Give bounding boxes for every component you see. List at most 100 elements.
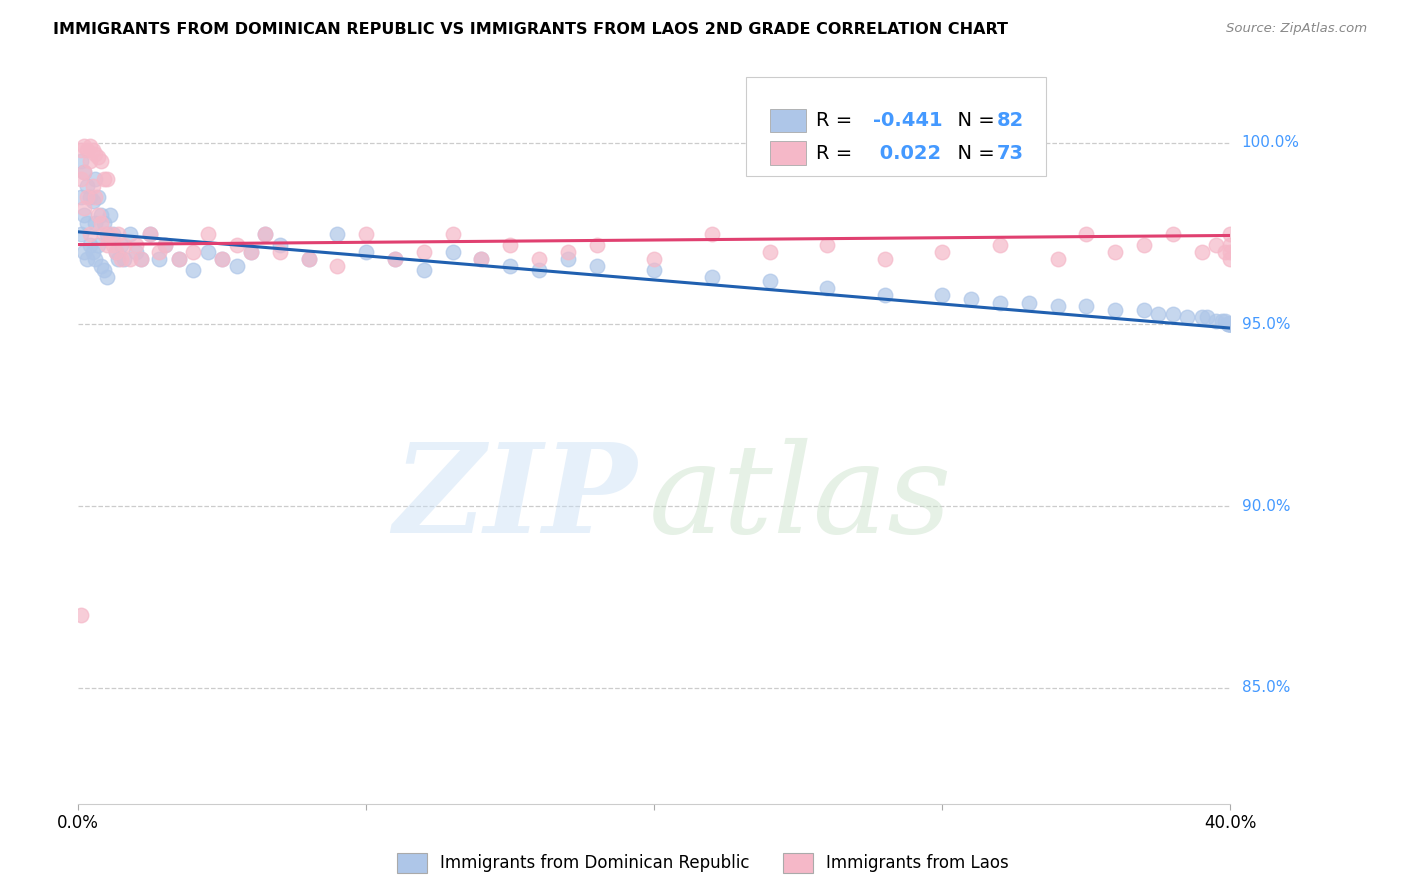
Text: -0.441: -0.441 [873, 111, 943, 130]
Point [1219, 252, 1241, 266]
Point [1219, 244, 1241, 259]
Point [118, 252, 141, 266]
Point [197, 244, 219, 259]
Point [1219, 318, 1241, 332]
Point [84, 146, 107, 161]
Point [96, 270, 118, 285]
Point [70, 190, 93, 204]
Point [254, 227, 277, 241]
Point [758, 244, 780, 259]
Point [76, 216, 98, 230]
Point [197, 227, 219, 241]
Point [96, 227, 118, 241]
Point [104, 244, 127, 259]
Point [183, 263, 205, 277]
Point [1147, 307, 1170, 321]
Point [585, 260, 607, 274]
Point [73, 165, 96, 179]
Point [384, 252, 406, 266]
Point [125, 244, 148, 259]
Point [297, 252, 319, 266]
Point [254, 227, 277, 241]
Point [499, 260, 522, 274]
Point [70, 608, 93, 623]
Point [76, 143, 98, 157]
Point [643, 252, 665, 266]
Point [107, 227, 129, 241]
Point [90, 209, 112, 223]
Point [118, 227, 141, 241]
Point [1211, 314, 1233, 328]
Point [1219, 318, 1241, 332]
Point [412, 244, 434, 259]
Point [98, 209, 121, 223]
Point [1076, 299, 1098, 313]
Point [84, 190, 107, 204]
Text: 90.0%: 90.0% [1241, 499, 1291, 514]
Point [87, 150, 110, 164]
Point [1216, 318, 1239, 332]
Point [87, 237, 110, 252]
Point [499, 237, 522, 252]
Point [70, 227, 93, 241]
Point [700, 227, 723, 241]
Point [1046, 299, 1069, 313]
Text: 73: 73 [997, 144, 1024, 162]
Point [101, 227, 124, 241]
Point [125, 237, 148, 252]
Point [79, 237, 101, 252]
Point [326, 227, 349, 241]
Point [110, 237, 132, 252]
Point [441, 244, 464, 259]
Point [112, 237, 135, 252]
Point [1213, 244, 1236, 259]
Point [167, 252, 190, 266]
Point [84, 172, 107, 186]
Point [79, 190, 101, 204]
Point [139, 227, 162, 241]
Point [758, 274, 780, 288]
Point [1076, 227, 1098, 241]
Point [153, 237, 176, 252]
Point [1104, 302, 1126, 317]
FancyBboxPatch shape [769, 109, 807, 132]
Point [354, 244, 377, 259]
Point [326, 260, 349, 274]
Point [73, 165, 96, 179]
Point [76, 190, 98, 204]
Point [297, 252, 319, 266]
Point [101, 237, 124, 252]
Point [269, 244, 291, 259]
Point [96, 172, 118, 186]
Point [153, 237, 176, 252]
Text: atlas: atlas [648, 438, 952, 559]
Point [76, 179, 98, 194]
Text: 85.0%: 85.0% [1241, 681, 1289, 695]
Point [1133, 237, 1156, 252]
Point [82, 143, 104, 157]
Point [93, 216, 115, 230]
Point [211, 252, 233, 266]
Text: IMMIGRANTS FROM DOMINICAN REPUBLIC VS IMMIGRANTS FROM LAOS 2ND GRADE CORRELATION: IMMIGRANTS FROM DOMINICAN REPUBLIC VS IM… [53, 22, 1008, 37]
Point [73, 244, 96, 259]
Point [585, 237, 607, 252]
Point [470, 252, 492, 266]
Point [815, 237, 838, 252]
Point [1133, 302, 1156, 317]
Point [643, 263, 665, 277]
Point [211, 252, 233, 266]
Point [84, 252, 107, 266]
Point [87, 209, 110, 223]
Point [1216, 318, 1239, 332]
Point [269, 237, 291, 252]
Point [240, 244, 263, 259]
FancyBboxPatch shape [747, 78, 1046, 176]
Text: 82: 82 [997, 111, 1024, 130]
Point [93, 172, 115, 186]
Point [873, 252, 896, 266]
Point [412, 263, 434, 277]
Point [90, 153, 112, 168]
Text: N =: N = [945, 111, 1001, 130]
Point [1161, 227, 1184, 241]
Point [384, 252, 406, 266]
